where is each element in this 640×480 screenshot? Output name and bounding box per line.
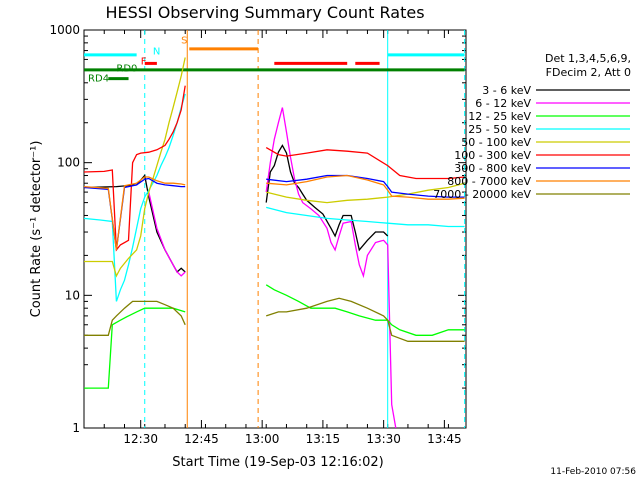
y-axis-label: Count Rate (s⁻¹ detector⁻¹) bbox=[29, 141, 44, 318]
legend-label-6: 100 - 300 keV bbox=[454, 149, 531, 162]
x-axis-label: Start Time (19-Sep-03 12:16:02) bbox=[172, 455, 383, 470]
x-tick-label: 12:45 bbox=[184, 432, 219, 446]
y-tick-label: 1000 bbox=[49, 23, 80, 37]
annotation-label: RD4 bbox=[88, 73, 109, 84]
y-tick-label: 10 bbox=[65, 288, 80, 302]
footer-date: 11-Feb-2010 07:56 bbox=[550, 467, 636, 477]
legend-header-line1: Det 1,3,4,5,6,9, bbox=[545, 52, 631, 65]
annotation-label: RD0 bbox=[116, 64, 137, 75]
series-line-3 bbox=[84, 307, 186, 389]
series-line-8 bbox=[83, 176, 186, 250]
legend-label-8: 800 - 7000 keV bbox=[447, 175, 531, 188]
legend-label-7: 300 - 800 keV bbox=[454, 162, 531, 175]
legend-label-5: 50 - 100 keV bbox=[461, 136, 531, 149]
series-line-4 bbox=[266, 206, 465, 228]
series-line-1 bbox=[83, 174, 186, 274]
x-tick-label: 12:30 bbox=[123, 432, 158, 446]
series-line-6 bbox=[265, 147, 465, 180]
series-line-5 bbox=[266, 182, 465, 204]
series-line-9 bbox=[265, 297, 465, 342]
series-line-3 bbox=[265, 284, 465, 336]
plot-frame bbox=[83, 29, 467, 429]
series-line-5 bbox=[84, 57, 186, 278]
annotation-label: F bbox=[141, 56, 147, 67]
series-line-8 bbox=[266, 174, 465, 200]
legend-label-9: 7000 - 20000 keV bbox=[433, 188, 531, 201]
x-tick-label: 13:15 bbox=[306, 432, 341, 446]
legend-label-2: 6 - 12 keV bbox=[475, 97, 531, 110]
annotation-label: N bbox=[153, 47, 160, 58]
legend-label-1: 3 - 6 keV bbox=[482, 84, 531, 97]
y-tick-label: 100 bbox=[57, 156, 80, 170]
chart-title: HESSI Observing Summary Count Rates bbox=[105, 3, 424, 22]
x-tick-label: 13:45 bbox=[427, 432, 462, 446]
legend-label-3: 12 - 25 keV bbox=[468, 110, 531, 123]
y-tick-label: 1 bbox=[72, 421, 80, 435]
legend-label-4: 25 - 50 keV bbox=[468, 123, 531, 136]
x-tick-label: 13:30 bbox=[366, 432, 401, 446]
x-tick-label: 13:00 bbox=[245, 432, 280, 446]
annotation-label: S bbox=[181, 35, 187, 46]
legend-header-line2: FDecim 2, Att 0 bbox=[546, 66, 631, 79]
series-line-1 bbox=[265, 144, 389, 252]
series-line-9 bbox=[84, 300, 186, 336]
series-line-2 bbox=[265, 107, 397, 429]
series-line-7 bbox=[266, 174, 465, 198]
series-line-6 bbox=[83, 85, 186, 252]
series-line-4 bbox=[83, 93, 186, 302]
plot-area: 1 10 100 1000 12:30 12:45 13:00 13:15 13:30 13:45… bbox=[49, 23, 467, 446]
legend: Det 1,3,4,5,6,9, FDecim 2, Att 0 3 - 6 k… bbox=[433, 52, 631, 201]
series-line-2 bbox=[148, 191, 186, 277]
